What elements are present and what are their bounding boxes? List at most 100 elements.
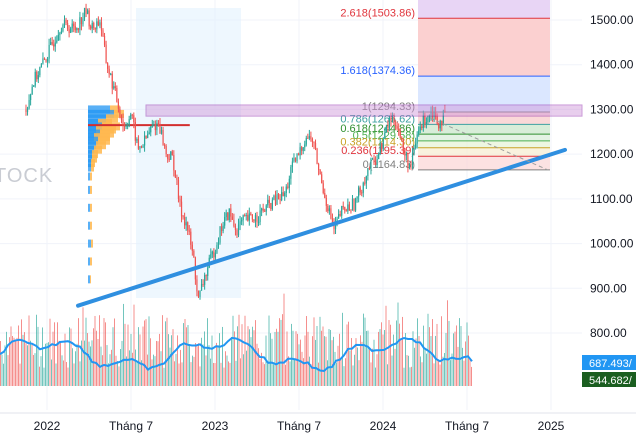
volume-bar xyxy=(201,337,202,386)
candle-body xyxy=(123,125,126,127)
candle-body xyxy=(217,242,220,246)
candle-body xyxy=(37,75,39,80)
volume-bar xyxy=(132,352,133,386)
candle-body xyxy=(330,208,332,219)
candle-body xyxy=(170,151,172,160)
volume-profile-bar-buy xyxy=(88,221,90,230)
volume-profile-bar-sell xyxy=(90,185,92,194)
candle-body xyxy=(130,114,132,120)
candle-body xyxy=(151,125,153,127)
drawings-layer[interactable] xyxy=(76,104,583,308)
volume-bar xyxy=(396,320,397,386)
volume-profile-bar-sell xyxy=(91,163,94,172)
candle-body xyxy=(187,222,189,231)
candle-body xyxy=(228,208,230,221)
volume-bar xyxy=(108,363,109,386)
candle-body xyxy=(51,42,53,45)
candle-body xyxy=(230,208,232,217)
candle-body xyxy=(156,122,158,131)
candle-body xyxy=(401,137,403,141)
candle-body xyxy=(202,283,204,285)
volume-bar xyxy=(397,302,399,386)
volume-bar xyxy=(187,325,189,386)
candle-body xyxy=(70,28,72,33)
volume-bar xyxy=(334,351,336,386)
candle-body xyxy=(310,136,312,140)
volume-profile-bar-sell xyxy=(94,145,102,154)
volume-profile-bar-sell xyxy=(106,114,118,123)
candle-body xyxy=(431,111,434,117)
projection-dashed-line[interactable] xyxy=(429,117,549,171)
volume-bar xyxy=(76,343,78,386)
volume-bar xyxy=(360,335,361,386)
volume-profile-bar-sell xyxy=(92,154,97,163)
volume-bar xyxy=(85,317,87,386)
candle-body xyxy=(139,146,141,149)
candle-body xyxy=(231,216,233,220)
volume-bar xyxy=(229,362,231,386)
volume-bar xyxy=(336,362,337,386)
fib-level-label: 2.618(1503.86) xyxy=(340,7,415,19)
candle-body xyxy=(191,244,193,251)
candle-body xyxy=(26,108,29,112)
candle-body xyxy=(293,157,295,162)
candle-body xyxy=(382,138,384,149)
price-axis-label: 800.00 xyxy=(590,326,627,340)
volume-bar xyxy=(426,353,427,386)
candle-body xyxy=(396,126,398,129)
candle-body xyxy=(45,59,47,62)
volume-bar xyxy=(301,351,303,386)
volume-bar xyxy=(57,322,58,386)
volume-bar xyxy=(462,347,463,386)
volume-bar xyxy=(399,323,400,386)
volume-bar xyxy=(48,342,49,386)
volume-bar xyxy=(51,359,52,386)
volume-bar xyxy=(459,318,460,386)
candle-body xyxy=(34,71,36,86)
volume-bar xyxy=(318,362,319,386)
candle-body xyxy=(150,126,152,133)
candle-body xyxy=(250,213,252,215)
resistance-zone[interactable] xyxy=(145,104,583,117)
volume-profile-bar-sell xyxy=(96,125,116,134)
fibonacci-extension[interactable]: 2.618(1503.86)1.618(1374.36)1(1294.33)0.… xyxy=(340,0,550,171)
candle-body xyxy=(297,153,300,156)
candle-body xyxy=(42,58,44,64)
volume-bar xyxy=(19,363,21,386)
candle-body xyxy=(102,30,104,37)
volume-bar xyxy=(333,336,334,386)
candle-body xyxy=(54,42,56,47)
volume-bar xyxy=(24,332,25,386)
volume-bar xyxy=(148,316,150,386)
volume-bar xyxy=(60,341,61,386)
candle-body xyxy=(241,220,243,222)
volume-bar xyxy=(37,326,39,386)
volume-bar xyxy=(163,367,165,386)
volume-bar xyxy=(211,335,213,386)
volume-bar xyxy=(205,355,207,386)
candle-body xyxy=(90,26,92,29)
candle-body xyxy=(85,7,87,14)
volume-bar xyxy=(267,363,268,386)
volume-bar xyxy=(291,323,292,386)
volume-bar xyxy=(175,353,177,386)
candle-body xyxy=(350,210,352,212)
volume-bar xyxy=(264,364,265,386)
candle-body xyxy=(48,44,50,59)
volume-bar xyxy=(123,303,124,386)
volume-bar xyxy=(160,351,162,386)
fib-zone-fill xyxy=(418,111,550,125)
volume-bar xyxy=(3,363,4,386)
volume-bars xyxy=(0,293,473,386)
volume-bar xyxy=(433,363,435,386)
volume-bar xyxy=(133,304,135,386)
volume-profile-bar-sell xyxy=(96,141,106,150)
candle-body xyxy=(131,114,133,116)
candle-body xyxy=(145,135,147,139)
support-trendline[interactable] xyxy=(76,147,567,308)
fib-level-label: 0.786(1266.62) xyxy=(340,113,415,125)
fib-zone-fill xyxy=(418,76,550,112)
candle-body xyxy=(233,219,235,227)
